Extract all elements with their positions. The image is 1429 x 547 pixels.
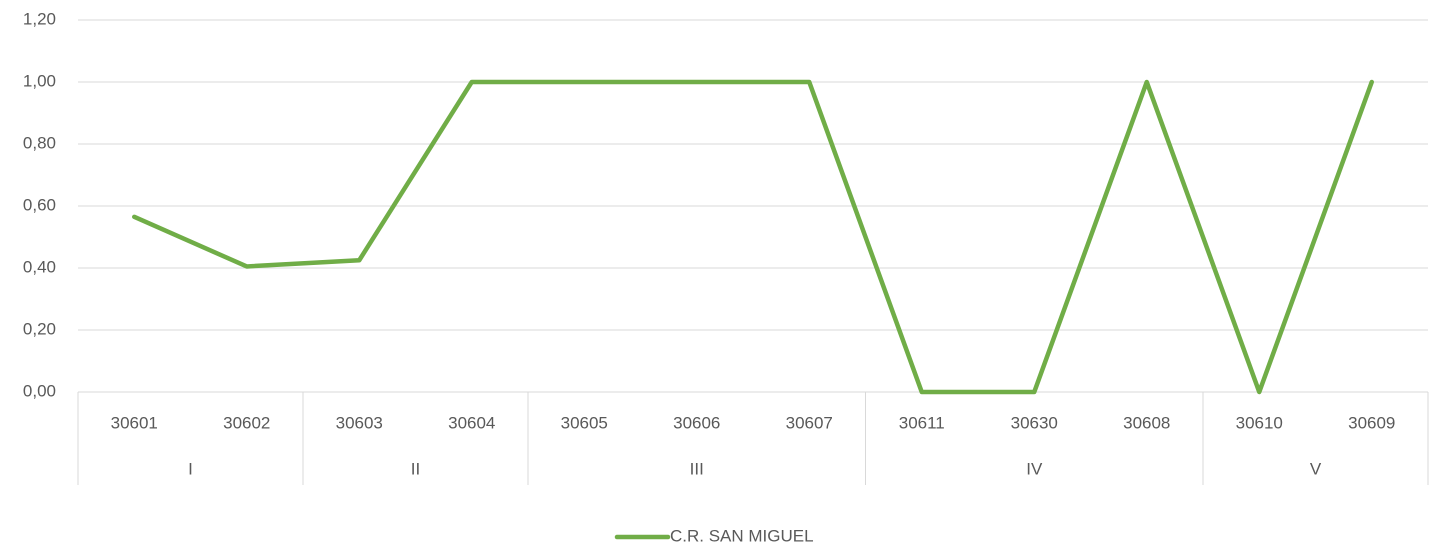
y-tick-label: 1,20 (23, 9, 56, 28)
y-tick-label: 0,20 (23, 319, 56, 338)
x-tick-label: 30602 (223, 413, 270, 432)
x-tick-label: 30604 (448, 413, 495, 432)
x-tick-label: 30605 (561, 413, 608, 432)
legend-label: C.R. SAN MIGUEL (670, 526, 814, 545)
data-line (132, 79, 1374, 395)
x-tick-label: 30608 (1123, 413, 1170, 432)
y-tick-label: 0,60 (23, 195, 56, 214)
y-tick-label: 0,00 (23, 381, 56, 400)
x-tick-label: 30609 (1348, 413, 1395, 432)
group-label: V (1310, 459, 1322, 478)
x-tick-label: 30630 (1011, 413, 1058, 432)
group-label: II (411, 459, 420, 478)
y-tick-label: 0,80 (23, 133, 56, 152)
group-label: IV (1026, 459, 1043, 478)
x-tick-label: 30601 (111, 413, 158, 432)
x-tick-label: 30606 (673, 413, 720, 432)
x-tick-label: 30603 (336, 413, 383, 432)
group-label: I (188, 459, 193, 478)
y-tick-label: 1,00 (23, 71, 56, 90)
x-tick-label: 30611 (899, 413, 945, 432)
x-tick-label: 30610 (1236, 413, 1283, 432)
group-label: III (690, 459, 704, 478)
y-tick-label: 0,40 (23, 257, 56, 276)
x-tick-label: 30607 (786, 413, 833, 432)
